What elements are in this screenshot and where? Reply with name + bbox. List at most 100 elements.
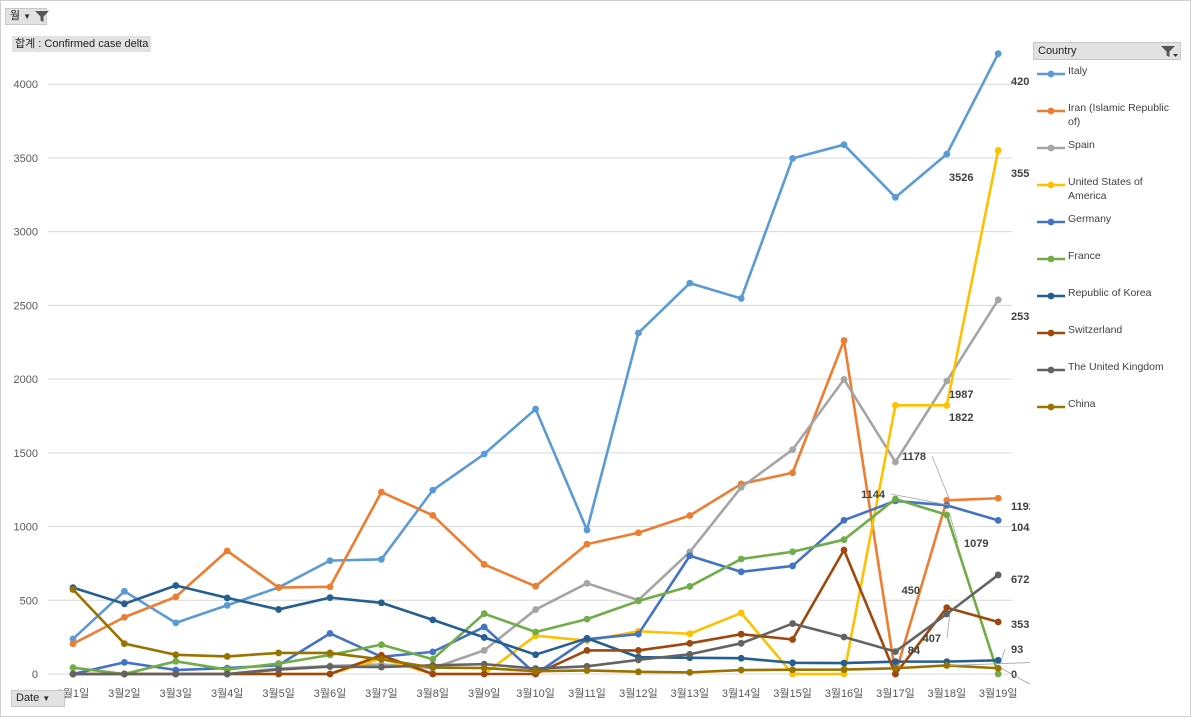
data-label: 407	[923, 633, 941, 645]
data-point	[326, 557, 334, 565]
x-tick-label: 3월7일	[365, 686, 397, 700]
x-tick-label: 3월17일	[876, 686, 915, 700]
data-point	[994, 670, 1002, 678]
data-point	[737, 483, 745, 491]
date-axis-field-label: Date	[16, 692, 40, 704]
y-tick-label: 2000	[14, 374, 38, 386]
data-point	[583, 647, 591, 654]
data-point	[378, 663, 385, 671]
data-point	[789, 469, 796, 477]
legend-swatch	[1037, 292, 1065, 300]
x-tick-label: 3월10일	[516, 686, 555, 700]
legend-item[interactable]: Spain	[1033, 138, 1181, 175]
data-point	[737, 609, 745, 617]
data-label: 1822	[949, 412, 973, 424]
data-point	[994, 50, 1002, 58]
data-point	[223, 601, 231, 609]
data-point	[275, 584, 282, 591]
data-point	[326, 583, 334, 591]
data-point	[326, 594, 334, 602]
data-point	[686, 650, 694, 658]
data-point	[532, 405, 539, 413]
date-axis-field-button[interactable]: Date ▼	[11, 690, 65, 707]
legend-item[interactable]: The United Kingdom	[1033, 360, 1181, 397]
legend-filter-icon[interactable]	[1160, 45, 1178, 58]
data-point	[892, 670, 899, 678]
data-point	[69, 670, 77, 678]
series-line	[71, 298, 1000, 676]
data-label: 1192	[1011, 501, 1030, 513]
data-point	[840, 536, 848, 544]
data-point	[532, 582, 539, 590]
data-point	[737, 568, 745, 576]
data-point	[994, 656, 1002, 664]
legend-item[interactable]: United States of America	[1033, 175, 1181, 212]
data-point	[943, 604, 951, 612]
month-filter-button[interactable]: 월 ▼	[5, 8, 50, 25]
data-point	[840, 659, 848, 667]
data-point	[994, 147, 1002, 154]
legend-item[interactable]: Italy	[1033, 64, 1181, 101]
filter-funnel-icon	[34, 10, 50, 23]
data-label-leader	[946, 613, 951, 639]
data-label: 2538	[1011, 311, 1030, 323]
legend-label: Germany	[1068, 213, 1112, 225]
data-label: 3526	[949, 172, 973, 184]
data-point	[69, 640, 77, 648]
data-point	[378, 599, 385, 607]
data-point	[686, 668, 694, 676]
legend-header[interactable]: Country	[1033, 42, 1181, 60]
legend-label: United States of America	[1068, 176, 1143, 202]
data-point	[635, 529, 642, 537]
legend-item[interactable]: Switzerland	[1033, 323, 1181, 360]
data-point	[789, 562, 796, 570]
x-tick-label: 3월13일	[671, 686, 710, 700]
data-point	[480, 610, 488, 618]
data-point	[994, 664, 1002, 672]
data-point	[69, 664, 77, 672]
data-point	[275, 606, 282, 613]
legend-label: Iran (Islamic Republic of)	[1068, 102, 1169, 128]
legend-swatch	[1037, 218, 1065, 226]
data-point	[121, 658, 128, 666]
legend-swatch	[1037, 255, 1065, 263]
data-point	[994, 494, 1002, 502]
data-point	[172, 593, 180, 601]
legend-item[interactable]: Iran (Islamic Republic of)	[1033, 101, 1181, 138]
legend-swatch	[1037, 366, 1065, 374]
y-tick-label: 3000	[14, 227, 38, 239]
data-point	[275, 649, 282, 657]
data-point	[686, 630, 694, 638]
legend: Country Italy Iran (Islamic Republic of) S…	[1033, 42, 1181, 434]
x-tick-label: 3월8일	[417, 686, 449, 700]
data-label: 1079	[964, 538, 988, 550]
data-point	[686, 279, 694, 287]
data-point	[943, 150, 951, 158]
x-tick-label: 3월11일	[568, 686, 606, 700]
legend-swatch	[1037, 107, 1065, 115]
data-point	[583, 540, 591, 548]
data-point	[892, 648, 899, 655]
data-point	[943, 501, 951, 509]
data-label-leader	[890, 493, 950, 506]
legend-item[interactable]: Republic of Korea	[1033, 286, 1181, 323]
data-point	[635, 329, 642, 337]
legend-item[interactable]: China	[1033, 397, 1181, 434]
data-label-leader	[1000, 648, 1006, 661]
data-point	[892, 401, 899, 409]
data-point	[892, 193, 899, 201]
data-point	[943, 610, 951, 618]
y-tick-label: 1000	[14, 522, 38, 534]
legend-item[interactable]: Germany	[1033, 212, 1181, 249]
legend-item[interactable]: France	[1033, 249, 1181, 286]
y-tick-label: 0	[32, 669, 38, 681]
data-label: 1042	[1011, 522, 1030, 534]
legend-label: China	[1068, 398, 1096, 410]
legend-label: Italy	[1068, 65, 1088, 77]
data-point	[532, 651, 539, 659]
y-tick-label: 500	[20, 595, 38, 607]
data-point	[480, 647, 488, 654]
data-point	[275, 660, 282, 667]
data-point	[480, 670, 488, 678]
